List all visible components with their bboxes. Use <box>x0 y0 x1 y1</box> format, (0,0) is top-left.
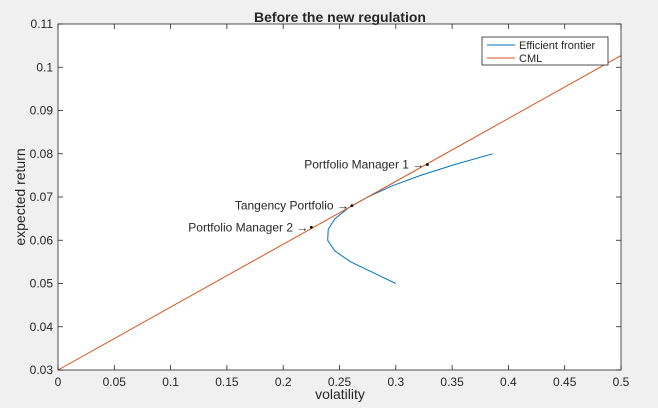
legend-label-efficient-frontier: Efficient frontier <box>519 40 596 52</box>
x-tick-label: 0.45 <box>553 375 577 389</box>
legend: Efficient frontier CML <box>481 36 609 66</box>
y-tick-label: 0.11 <box>31 17 54 31</box>
x-tick-label: 0.5 <box>613 375 630 389</box>
chart-title: Before the new regulation <box>254 9 426 25</box>
legend-label-cml: CML <box>519 53 542 65</box>
y-tick-label: 0.03 <box>30 363 54 377</box>
annotation-label-2: Tangency Portfolio → <box>235 199 349 213</box>
annotation-point-1 <box>425 163 429 166</box>
x-tick-label: 0.2 <box>275 375 292 389</box>
y-tick-label: 0.07 <box>30 190 54 204</box>
x-tick-label: 0.15 <box>215 375 239 389</box>
series-line-efficient-frontier <box>327 153 493 284</box>
annotation-label-1: Portfolio Manager 1 → <box>304 158 424 172</box>
x-tick-label: 0.05 <box>103 375 127 389</box>
y-tick-label: 0.1 <box>36 60 53 74</box>
x-axis-label: volatility <box>315 386 365 402</box>
y-tick-label: 0.06 <box>30 233 54 247</box>
y-tick-label: 0.05 <box>30 277 54 291</box>
annotation-label-3: Portfolio Manager 2 → <box>188 220 308 234</box>
x-tick-label: 0.1 <box>162 375 179 389</box>
series-line-cml <box>57 55 622 371</box>
x-tick-label: 0.3 <box>387 375 404 389</box>
legend-box <box>481 36 609 66</box>
annotation-point-3 <box>309 225 313 229</box>
plot-layer: Portfolio Manager 1 → Tangency Portfolio … <box>57 55 622 371</box>
y-tick-label: 0.04 <box>30 320 54 334</box>
y-tick-label: 0.09 <box>30 104 54 118</box>
annotation-point-2 <box>350 204 354 208</box>
y-tick-label: 0.08 <box>30 147 54 161</box>
x-tick-label: 0.25 <box>328 375 352 389</box>
x-tick-label: 0.4 <box>500 375 517 389</box>
ticks-layer: 0 0.05 0.1 0.15 0.2 0.25 0.3 0.35 0.4 0.45 0.5 0.03… <box>30 17 630 389</box>
x-tick-label: 0 <box>55 375 62 389</box>
x-tick-label: 0.35 <box>440 375 464 389</box>
y-axis-label: expected return <box>12 148 28 245</box>
plot-area <box>58 24 621 370</box>
